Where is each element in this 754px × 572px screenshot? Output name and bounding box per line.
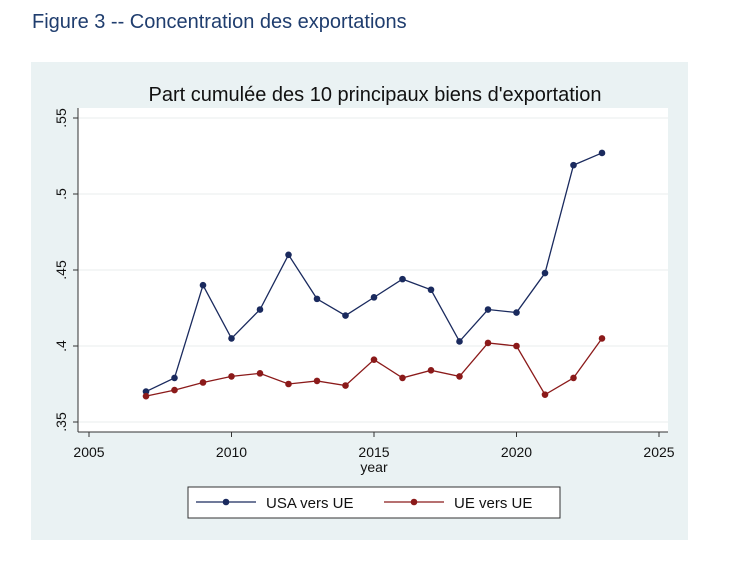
x-tick-label: 2020 (501, 444, 532, 460)
data-point (199, 281, 207, 289)
data-point (171, 374, 178, 382)
data-point (228, 335, 235, 342)
x-tick-label: 2025 (643, 444, 674, 460)
x-tick-label: 2010 (216, 444, 247, 460)
data-point (456, 338, 463, 345)
data-point (427, 286, 435, 294)
data-point (142, 388, 150, 395)
data-point (484, 339, 492, 347)
chart-title: Part cumulée des 10 principaux biens d'e… (149, 84, 602, 106)
data-point (570, 374, 577, 382)
data-point (370, 356, 378, 363)
data-point (313, 377, 321, 385)
data-point (541, 269, 549, 277)
data-point (541, 391, 549, 398)
legend-marker (222, 498, 230, 506)
data-point (285, 251, 292, 259)
data-point (171, 386, 178, 394)
data-point (399, 275, 406, 283)
x-axis-label: year (360, 459, 388, 475)
y-tick-label: .4 (53, 340, 69, 352)
y-tick-label: .45 (53, 260, 69, 280)
data-point (142, 392, 150, 400)
data-point (256, 370, 264, 377)
y-tick-label: .5 (53, 188, 69, 200)
data-point (513, 309, 520, 316)
data-point (342, 312, 349, 319)
legend-label: USA vers UE (266, 495, 354, 512)
y-tick-label: .35 (53, 412, 69, 432)
x-tick-label: 2015 (358, 444, 389, 460)
data-point (399, 374, 406, 382)
data-point (313, 295, 321, 303)
legend-label: UE vers UE (454, 495, 532, 512)
data-point (456, 373, 463, 380)
data-point (199, 379, 207, 386)
data-point (598, 149, 606, 157)
data-point (513, 342, 520, 350)
data-point (427, 367, 435, 374)
data-point (285, 380, 292, 388)
legend-marker (410, 498, 418, 506)
y-tick-label: .55 (53, 108, 69, 128)
figure-title: Figure 3 -- Concentration des exportatio… (32, 11, 407, 33)
data-point (342, 382, 349, 389)
data-point (484, 306, 492, 313)
data-point (228, 373, 235, 380)
data-point (256, 306, 264, 313)
data-point (570, 161, 577, 169)
data-point (598, 335, 606, 342)
x-tick-label: 2005 (73, 444, 104, 460)
data-point (370, 294, 378, 301)
